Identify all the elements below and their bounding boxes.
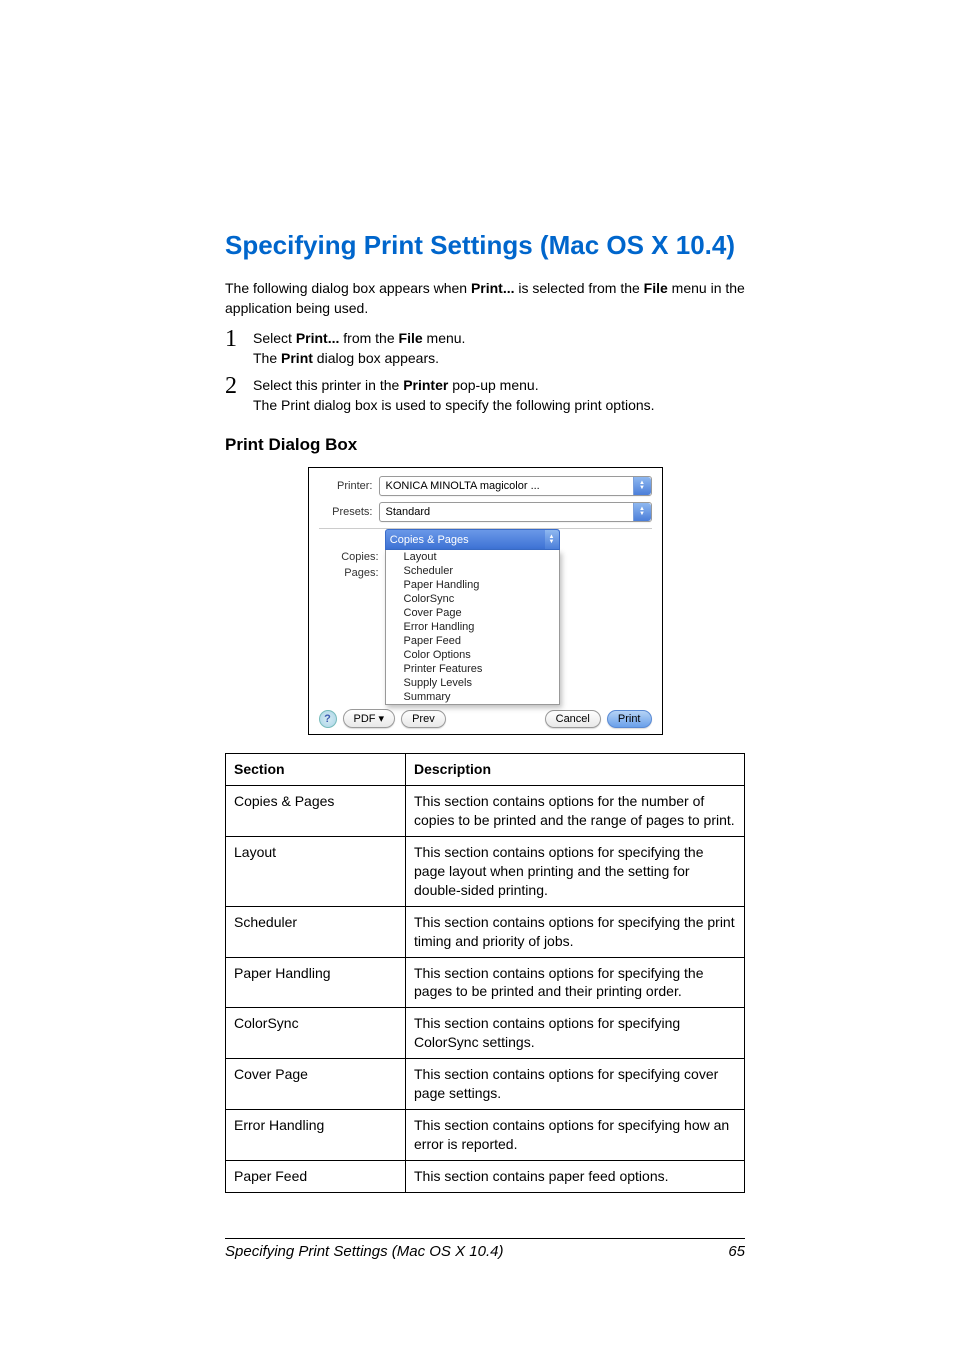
help-button[interactable]: ? (319, 710, 337, 728)
table-row: Paper HandlingThis section contains opti… (226, 957, 745, 1008)
table-header-description: Description (406, 754, 745, 786)
step-text: menu. (423, 330, 466, 346)
dropdown-arrow-icon: ▲▼ (633, 503, 651, 521)
printer-select[interactable]: KONICA MINOLTA magicolor ... ▲▼ (379, 476, 652, 496)
table-row: SchedulerThis section contains options f… (226, 906, 745, 957)
pane-option[interactable]: Layout (386, 550, 559, 564)
step-text: The Print dialog box is used to specify … (253, 397, 655, 413)
step-text: pop-up menu. (448, 377, 538, 393)
description-table: Section Description Copies & PagesThis s… (225, 753, 745, 1192)
table-cell-section: Copies & Pages (226, 786, 406, 837)
printer-select-value: KONICA MINOLTA magicolor ... (386, 480, 540, 492)
step-number: 2 (225, 369, 237, 404)
page-title: Specifying Print Settings (Mac OS X 10.4… (225, 230, 745, 261)
pane-select-open[interactable]: Copies: Pages: Copies & Pages ▲▼ LayoutS… (385, 529, 560, 705)
table-row: ColorSyncThis section contains options f… (226, 1008, 745, 1059)
step-2: 2 Select this printer in the Printer pop… (225, 375, 745, 416)
step-text: The (253, 350, 281, 366)
intro-paragraph: The following dialog box appears when Pr… (225, 279, 745, 318)
footer-title: Specifying Print Settings (Mac OS X 10.4… (225, 1243, 503, 1260)
dropdown-arrow-icon: ▲▼ (633, 477, 651, 495)
pane-selected-header[interactable]: Copies & Pages ▲▼ (385, 529, 560, 550)
table-cell-section: Paper Handling (226, 957, 406, 1008)
steps-list: 1 Select Print... from the File menu. Th… (225, 328, 745, 415)
pane-option[interactable]: Scheduler (386, 564, 559, 578)
table-header-section: Section (226, 754, 406, 786)
preview-button[interactable]: Prev (401, 710, 446, 728)
intro-bold-file: File (644, 280, 668, 296)
pane-option[interactable]: Paper Feed (386, 634, 559, 648)
step-bold: Print (281, 350, 313, 366)
pane-option[interactable]: Paper Handling (386, 578, 559, 592)
step-text: from the (339, 330, 398, 346)
dropdown-arrow-icon: ▲▼ (545, 530, 559, 549)
table-cell-section: Cover Page (226, 1059, 406, 1110)
pane-selected-value: Copies & Pages (392, 533, 469, 546)
step-bold: File (399, 330, 423, 346)
pane-option[interactable]: Error Handling (386, 620, 559, 634)
table-cell-section: Paper Feed (226, 1160, 406, 1192)
table-cell-description: This section contains options for specif… (406, 957, 745, 1008)
intro-text: is selected from the (515, 280, 644, 296)
step-bold: Printer (403, 377, 448, 393)
intro-text: The following dialog box appears when (225, 280, 471, 296)
table-cell-section: Scheduler (226, 906, 406, 957)
section-heading: Print Dialog Box (225, 435, 745, 455)
step-bold: Print... (296, 330, 340, 346)
table-cell-description: This section contains options for specif… (406, 1109, 745, 1160)
pdf-button[interactable]: PDF ▾ (343, 709, 396, 728)
presets-select-value: Standard (386, 506, 431, 518)
side-labels: Copies: Pages: (329, 551, 383, 583)
presets-label: Presets: (319, 506, 379, 518)
table-cell-description: This section contains options for specif… (406, 906, 745, 957)
table-cell-description: This section contains options for specif… (406, 1059, 745, 1110)
presets-select[interactable]: Standard ▲▼ (379, 502, 652, 522)
pane-option[interactable]: Supply Levels (386, 676, 559, 690)
print-dialog-screenshot: Printer: KONICA MINOLTA magicolor ... ▲▼… (308, 467, 663, 735)
print-button[interactable]: Print (607, 710, 652, 728)
table-cell-section: Layout (226, 837, 406, 907)
copies-label: Copies: (329, 551, 383, 563)
table-row: Copies & PagesThis section contains opti… (226, 786, 745, 837)
step-number: 1 (225, 322, 237, 357)
pane-option[interactable]: Summary (386, 690, 559, 704)
table-cell-description: This section contains options for specif… (406, 1008, 745, 1059)
table-row: Cover PageThis section contains options … (226, 1059, 745, 1110)
table-row: Paper FeedThis section contains paper fe… (226, 1160, 745, 1192)
page-footer: Specifying Print Settings (Mac OS X 10.4… (225, 1238, 745, 1260)
pane-option[interactable]: Cover Page (386, 606, 559, 620)
step-text: dialog box appears. (313, 350, 439, 366)
table-cell-description: This section contains options for the nu… (406, 786, 745, 837)
printer-label: Printer: (319, 480, 379, 492)
step-text: Select this printer in the (253, 377, 403, 393)
cancel-button[interactable]: Cancel (545, 710, 601, 728)
pages-label: Pages: (329, 567, 383, 579)
footer-page-number: 65 (728, 1243, 745, 1260)
table-cell-description: This section contains paper feed options… (406, 1160, 745, 1192)
table-cell-section: ColorSync (226, 1008, 406, 1059)
pane-option[interactable]: Color Options (386, 648, 559, 662)
pane-option[interactable]: ColorSync (386, 592, 559, 606)
pane-option[interactable]: Printer Features (386, 662, 559, 676)
table-row: LayoutThis section contains options for … (226, 837, 745, 907)
table-cell-description: This section contains options for specif… (406, 837, 745, 907)
step-1: 1 Select Print... from the File menu. Th… (225, 328, 745, 369)
intro-bold-print: Print... (471, 280, 515, 296)
pane-options-list[interactable]: LayoutSchedulerPaper HandlingColorSyncCo… (385, 550, 560, 705)
table-row: Error HandlingThis section contains opti… (226, 1109, 745, 1160)
table-cell-section: Error Handling (226, 1109, 406, 1160)
step-text: Select (253, 330, 296, 346)
